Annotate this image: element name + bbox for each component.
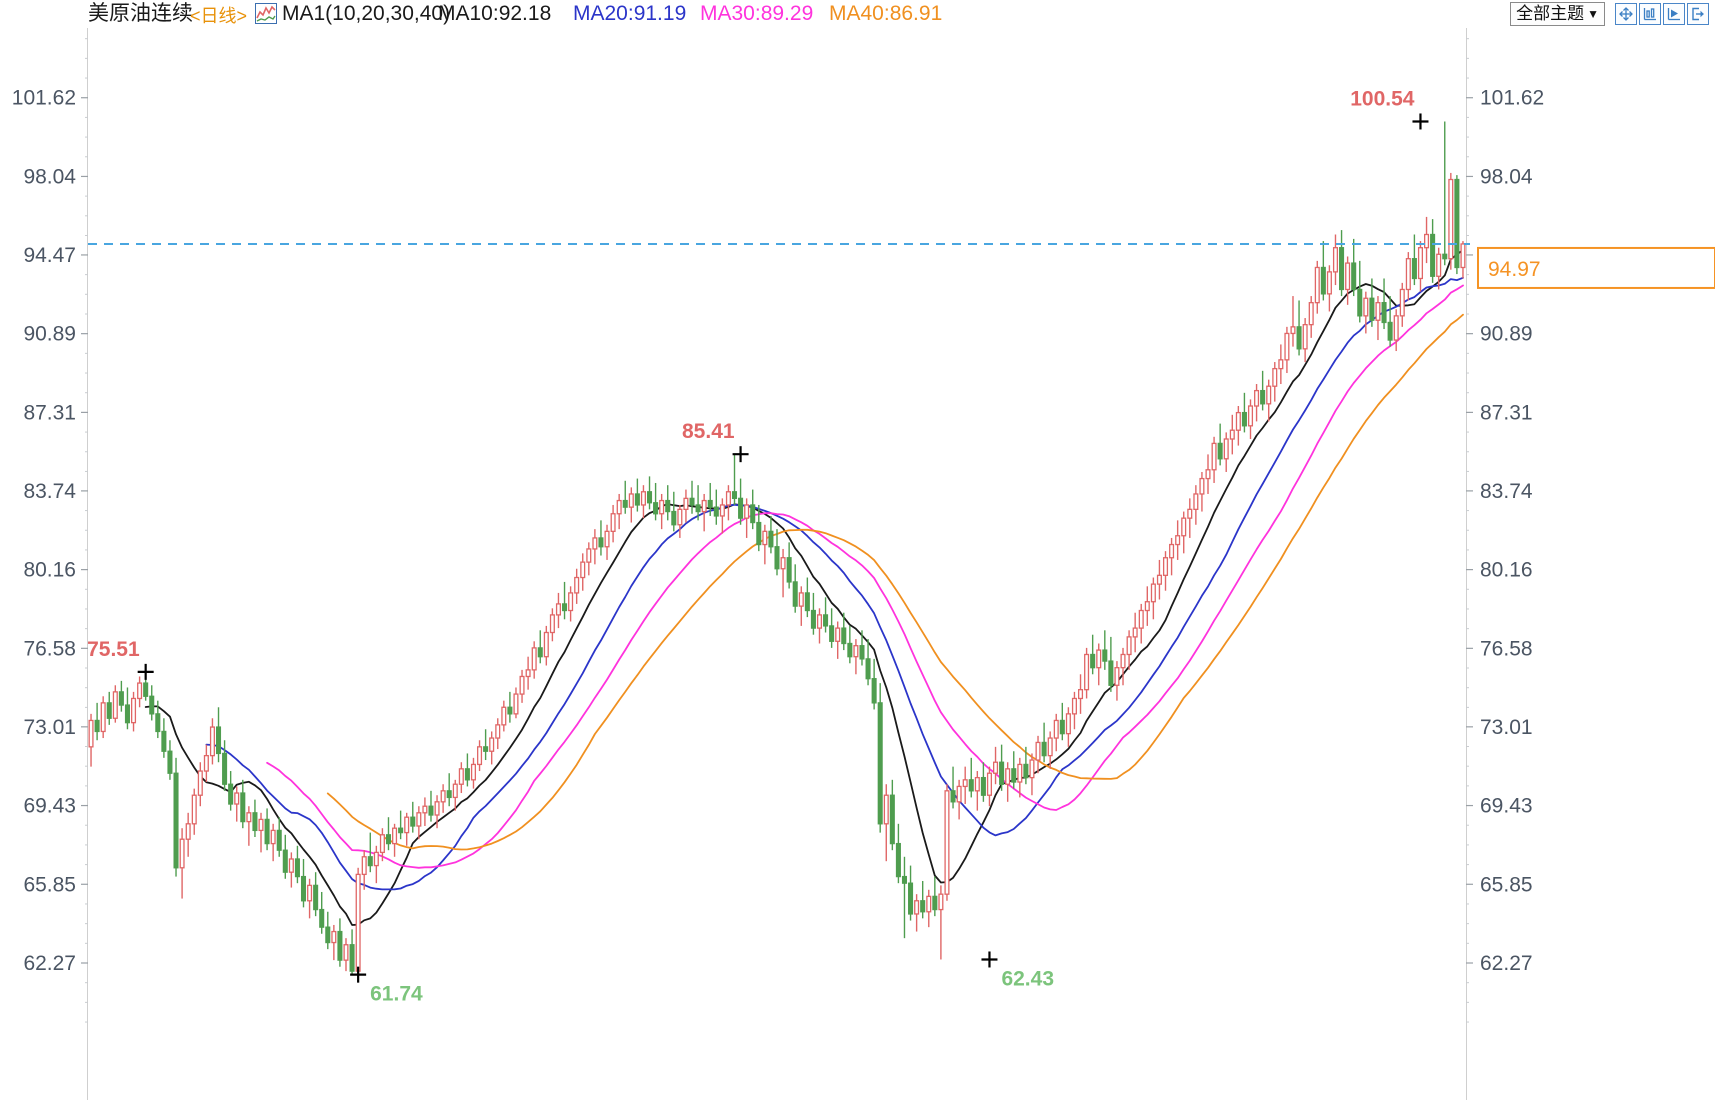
y-axis-tick-right: 62.27 [1480,952,1533,975]
chart-line-icon [255,3,277,24]
fit-chart-icon[interactable] [1639,3,1661,25]
y-axis-tick-right: 65.85 [1480,873,1533,896]
y-axis-tick-right: 90.89 [1480,323,1533,346]
y-axis-tick-left: 105.20 [12,28,76,31]
exit-right-icon[interactable] [1687,3,1709,25]
price-annotation-label: 85.41 [682,420,735,443]
ma10-readout: MA10:92.18 [438,2,552,25]
indicator-title: MA1(10,20,30,40) [282,2,451,25]
candle-group [88,121,1466,975]
y-axis-tick-left: 65.85 [23,873,76,896]
chevron-down-icon: ▼ [1587,7,1599,21]
price-annotation: 85.41 [682,420,749,463]
y-axis-tick-left: 87.31 [23,401,76,424]
y-axis-tick-right: 69.43 [1480,795,1533,818]
y-axis-tick-left: 98.04 [23,165,76,188]
crosshair-move-icon[interactable] [1615,3,1637,25]
y-axis-tick-left: 83.74 [23,480,76,503]
current-price-value: 94.97 [1488,258,1541,281]
y-axis-tick-left: 69.43 [23,795,76,818]
ma20-readout: MA20:91.19 [573,2,687,25]
price-annotation: 61.74 [350,966,423,1006]
y-axis-tick-right: 80.16 [1480,559,1533,582]
theme-select-label: 全部主题 [1516,4,1585,23]
y-axis-tick-left: 73.01 [23,716,76,739]
price-annotation: 62.43 [981,951,1054,990]
y-axis-tick-right: 105.20 [1480,28,1544,31]
current-price-tag: 94.97 [1477,246,1715,289]
price-annotation-label: 100.54 [1350,87,1415,110]
candlestick-svg: 105.20 105.20 101.62 101.62 98.04 98.04 94.47 9… [12,28,1715,1100]
ma-line-ma30 [266,284,1464,869]
y-axis-tick-right: 98.04 [1480,165,1533,188]
theme-select-dropdown[interactable]: 全部主题 ▼ [1510,2,1605,26]
price-annotation-label: 62.43 [1001,967,1054,990]
ma-line-ma20 [205,276,1464,891]
symbol-period: <日线> [190,6,248,26]
price-annotation-label: 61.74 [370,983,423,1006]
y-axis-tick-right: 87.31 [1480,401,1533,424]
price-annotation: 75.51 [87,638,154,680]
chart-plot-area[interactable]: 105.20 105.20 101.62 101.62 98.04 98.04 94.47 9… [0,28,1715,1100]
y-axis-tick-right: 76.58 [1480,637,1533,660]
symbol-name: 美原油连续 [88,2,193,25]
price-annotation: 100.54 [1350,87,1429,130]
y-axis-tick-left: 80.16 [23,559,76,582]
step-forward-icon[interactable] [1663,3,1685,25]
y-axis-tick-left: 62.27 [23,952,76,975]
chart-toolbar: 全部主题 ▼ [1510,2,1709,26]
ma40-readout: MA40:86.91 [829,2,943,25]
y-axis-tick-right: 101.62 [1480,87,1544,110]
y-axis-tick-right: 73.01 [1480,716,1533,739]
price-annotation-label: 75.51 [87,638,140,661]
y-axis-tick-right: 83.74 [1480,480,1533,503]
chart-header: 美原油连续 <日线> MA1(10,20,30,40) MA10:92.18 M… [0,0,1715,28]
ma-line-ma40 [326,313,1464,851]
ma30-readout: MA30:89.29 [700,2,814,25]
toolbar-icon-group [1615,3,1709,25]
y-axis-tick-left: 94.47 [23,244,76,267]
ma-line-ma10 [144,249,1464,926]
y-axis-tick-left: 90.89 [23,323,76,346]
y-axis-tick-left: 101.62 [12,87,76,110]
y-axis-tick-left: 76.58 [23,637,76,660]
